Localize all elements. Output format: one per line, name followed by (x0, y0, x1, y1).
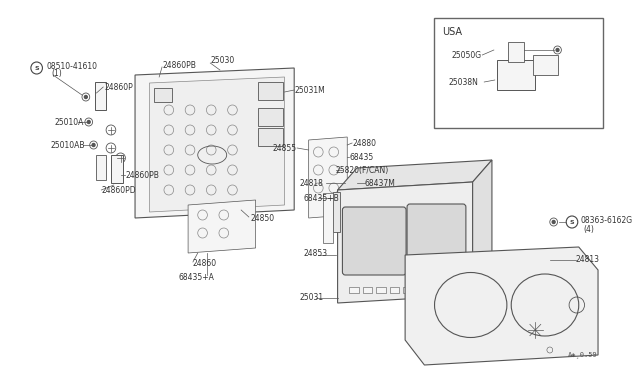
Bar (257, 82, 283, 100)
Text: 68435+A: 68435+A (179, 273, 214, 282)
Circle shape (84, 96, 87, 99)
Text: 25820(F/CAN): 25820(F/CAN) (335, 166, 389, 174)
Bar (333, 192, 340, 232)
Bar (533, 55, 557, 75)
Bar (508, 42, 524, 62)
Text: 24860P: 24860P (104, 83, 133, 92)
Text: S: S (35, 65, 39, 71)
Circle shape (552, 221, 555, 224)
Bar (403, 287, 413, 293)
Polygon shape (308, 137, 348, 218)
Text: S: S (570, 219, 574, 224)
Text: (1): (1) (51, 68, 62, 77)
Text: 08510-41610: 08510-41610 (46, 61, 97, 71)
Polygon shape (405, 247, 598, 365)
Polygon shape (135, 68, 294, 218)
Bar (111, 155, 122, 183)
Text: 25050G: 25050G (451, 51, 481, 60)
Text: 08363-6162G: 08363-6162G (580, 215, 633, 224)
Text: 24853: 24853 (304, 248, 328, 257)
Text: 24818: 24818 (300, 179, 323, 187)
Polygon shape (188, 200, 255, 253)
Bar (363, 287, 372, 293)
Bar (349, 287, 359, 293)
FancyBboxPatch shape (342, 207, 406, 275)
Bar (390, 287, 399, 293)
Text: 68435: 68435 (349, 153, 373, 161)
Text: 68435+B: 68435+B (304, 193, 340, 202)
Text: 24860PB: 24860PB (162, 61, 196, 70)
Text: A◈¸0.59: A◈¸0.59 (568, 351, 598, 358)
Bar (150, 75, 163, 105)
Text: 25010A: 25010A (55, 118, 84, 126)
Bar (154, 88, 172, 102)
Bar (323, 193, 333, 243)
Polygon shape (337, 182, 472, 303)
Bar (95, 82, 106, 110)
Text: 25031M: 25031M (294, 86, 325, 94)
Text: 25038N: 25038N (449, 77, 479, 87)
Text: 24860: 24860 (193, 259, 217, 267)
Bar (497, 60, 535, 90)
Circle shape (87, 121, 90, 124)
Polygon shape (150, 77, 285, 212)
Circle shape (556, 48, 559, 51)
Text: USA: USA (442, 27, 462, 37)
Text: 25030: 25030 (211, 55, 234, 64)
Text: 24850: 24850 (251, 214, 275, 222)
Circle shape (92, 144, 95, 147)
Bar (97, 155, 106, 180)
Circle shape (157, 78, 161, 81)
Text: 24880: 24880 (352, 138, 376, 148)
Bar (257, 128, 283, 146)
Text: 24860PB: 24860PB (125, 170, 159, 180)
Text: 24855: 24855 (273, 144, 297, 153)
Text: 25010AB: 25010AB (50, 141, 84, 150)
Bar (434, 18, 603, 128)
FancyBboxPatch shape (407, 204, 466, 272)
Text: (4): (4) (584, 224, 595, 234)
Bar (257, 108, 283, 126)
Polygon shape (472, 160, 492, 295)
Bar (376, 287, 386, 293)
Text: 68437M: 68437M (365, 179, 396, 187)
Text: 24860PD: 24860PD (101, 186, 136, 195)
Text: 24813: 24813 (576, 256, 600, 264)
Text: 25031: 25031 (299, 294, 323, 302)
Polygon shape (337, 160, 492, 190)
